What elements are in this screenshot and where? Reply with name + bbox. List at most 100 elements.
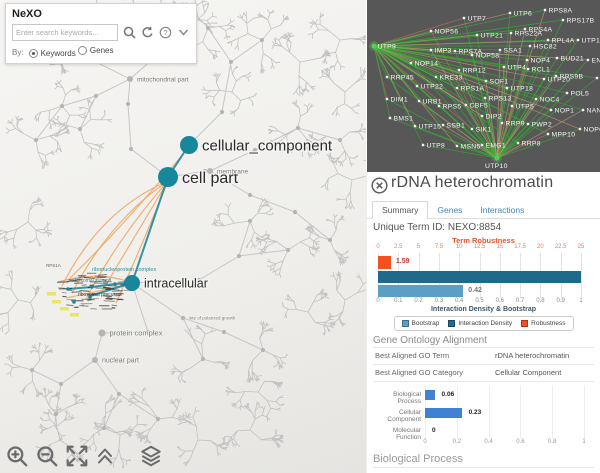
gene-subnetwork[interactable]: UTP9 UTP10 UTP7 RPS8A RPS17B UTP6 RPS4A NOP56 UT… <box>367 0 600 172</box>
gene-node-UTP8[interactable]: UTP8 <box>427 143 446 150</box>
gene-node-UTP21[interactable]: UTP21 <box>481 33 504 40</box>
gene-node-RPS13[interactable]: RPS13 <box>489 96 512 103</box>
network-node-cellular_component[interactable] <box>180 136 198 154</box>
gene-node-MSN5[interactable]: MSN5 <box>461 144 481 151</box>
divider <box>373 364 594 365</box>
gene-node-ENP1[interactable]: ENP1 <box>592 58 600 65</box>
radio-icon[interactable] <box>28 49 38 58</box>
gene-node-IMP3[interactable]: IMP3 <box>435 48 452 55</box>
network-node-label[interactable]: intracellular <box>143 275 210 292</box>
gene-node-NOP56[interactable]: NOP56 <box>435 29 459 36</box>
gene-node-NOP4[interactable]: NOP4 <box>531 58 551 65</box>
tick-label: 0.2 <box>414 298 423 304</box>
network-node-intracellular[interactable] <box>124 275 140 291</box>
gene-node-DIM1[interactable]: DIM1 <box>391 97 408 104</box>
tab-summary[interactable]: Summary <box>372 201 429 219</box>
gene-node-UTP5[interactable]: UTP5 <box>516 104 535 111</box>
tab-genes[interactable]: Genes <box>437 205 463 215</box>
network-node-label[interactable]: membrane <box>216 168 249 177</box>
gene-node-SOF1[interactable]: SOF1 <box>490 79 509 86</box>
help-button[interactable]: ? <box>158 26 172 40</box>
gene-node-RPS1A[interactable]: RPS1A <box>461 86 485 93</box>
network-node-label[interactable]: nuclear part <box>101 357 140 366</box>
gene-node-UTP20[interactable]: UTP20 <box>548 77 571 84</box>
fit-view-button[interactable] <box>64 442 91 469</box>
network-node-protein-complex[interactable] <box>98 329 106 337</box>
gene-node-UTP6[interactable]: UTP6 <box>514 11 533 18</box>
network-node-membrane[interactable] <box>207 168 213 174</box>
gene-node-BUD21[interactable]: BUD21 <box>561 56 584 63</box>
gene-node-NOP58[interactable]: NOP58 <box>476 53 500 60</box>
gene-node-NOP6[interactable]: NOP6 <box>584 127 600 134</box>
gene-node-SSB1[interactable]: SSB1 <box>447 123 466 130</box>
search-by-keywords[interactable]: Keywords <box>28 49 76 58</box>
term-title: rDNA heterochromatin <box>391 174 554 191</box>
go-chart-category: Cellular Component <box>387 409 421 423</box>
gene-node-SIK1[interactable]: SIK1 <box>476 127 492 134</box>
network-node-label[interactable]: protein complex <box>109 328 164 339</box>
radio-label: Genes <box>89 46 114 55</box>
gene-node-UTP4[interactable]: UTP4 <box>508 65 527 72</box>
gene-node-UTP15[interactable]: UTP15 <box>419 124 442 131</box>
tab-interactions[interactable]: Interactions <box>480 205 525 215</box>
network-node-label[interactable]: mitochondrial part <box>136 76 189 85</box>
network-node-label[interactable]: site of polarized growth <box>188 315 236 322</box>
collapse-nodes-button[interactable] <box>94 442 121 469</box>
gene-node-RPS17B[interactable]: RPS17B <box>567 18 595 25</box>
network-canvas[interactable]: ribonucleoprotein complex ribosomal subun… <box>0 0 366 473</box>
zoom-in-button[interactable] <box>4 442 31 469</box>
gene-node-RRP8[interactable]: RRP8 <box>522 141 541 148</box>
gene-subnetwork-panel[interactable]: UTP9 UTP10 UTP7 RPS8A RPS17B UTP6 RPS4A NOP56 UT… <box>366 0 600 172</box>
gene-node-DIP2[interactable]: DIP2 <box>486 114 502 121</box>
gene-node-RCL1[interactable]: RCL1 <box>532 67 551 74</box>
search-input[interactable] <box>12 24 118 41</box>
ontology-network[interactable]: ribonucleoprotein complex ribosomal subun… <box>0 0 366 473</box>
network-node-nuclear-part[interactable] <box>92 357 98 363</box>
gene-node-UTP10[interactable]: UTP10 <box>485 163 508 170</box>
gene-node-EMG1[interactable]: EMG1 <box>486 143 506 150</box>
close-details-button[interactable] <box>371 177 388 194</box>
gene-node-RPS22A[interactable]: RPS22A <box>515 31 543 38</box>
gene-node-UTP9[interactable]: UTP9 <box>378 44 397 51</box>
gene-node-UTP18[interactable]: UTP18 <box>511 86 534 93</box>
gene-node-UTP7[interactable]: UTP7 <box>468 16 487 23</box>
layers-button[interactable] <box>138 442 165 469</box>
network-node-site-of-polarized-growth[interactable] <box>181 316 185 320</box>
reset-button[interactable] <box>140 26 154 40</box>
gene-node-RPS4A[interactable]: RPS4A <box>529 27 553 34</box>
gridline <box>520 386 522 438</box>
gene-node-RPS9B[interactable]: RPS9B <box>560 74 584 81</box>
zoom-out-button[interactable] <box>34 442 61 469</box>
gene-node-KRE33[interactable]: KRE33 <box>440 75 463 82</box>
gene-node-NAN1[interactable]: NAN1 <box>587 108 600 115</box>
radio-icon[interactable] <box>77 46 87 55</box>
gene-node-RPS7A[interactable]: RPS7A <box>459 49 483 56</box>
gene-node-URB1[interactable]: URB1 <box>423 99 442 106</box>
network-node-label[interactable]: cellular_component <box>201 136 335 156</box>
gene-node-SSA1[interactable]: SSA1 <box>504 48 523 55</box>
gene-node-UTP13[interactable]: UTP13 <box>582 38 600 45</box>
network-node-cell-part[interactable] <box>158 167 178 187</box>
gene-node-RPS8A[interactable]: RPS8A <box>549 8 573 15</box>
gene-node-UTP22[interactable]: UTP22 <box>421 84 444 91</box>
gene-node-BMS1[interactable]: BMS1 <box>394 116 414 123</box>
collapse-panel-button[interactable] <box>176 26 190 40</box>
gene-node-NOC4[interactable]: NOC4 <box>540 97 560 104</box>
network-node-mitochondrial-part[interactable] <box>127 76 133 82</box>
network-node-label[interactable]: cell part <box>181 168 241 188</box>
gene-node-NOP1[interactable]: NOP1 <box>555 108 575 115</box>
gene-node-HSC82[interactable]: HSC82 <box>534 44 557 51</box>
search-button[interactable] <box>122 26 136 40</box>
gridline <box>552 386 554 438</box>
gene-node-MPP10[interactable]: MPP10 <box>552 132 576 139</box>
gene-node-RPS5[interactable]: RPS5 <box>443 104 462 111</box>
gene-node-CBF5[interactable]: CBF5 <box>470 103 489 110</box>
search-by-genes[interactable]: Genes <box>77 46 114 55</box>
gene-node-POL5[interactable]: POL5 <box>571 91 590 98</box>
gene-node-NOP14[interactable]: NOP14 <box>415 61 439 68</box>
gene-node-RRP45[interactable]: RRP45 <box>391 75 414 82</box>
gene-node-RRP12[interactable]: RRP12 <box>463 68 486 75</box>
gene-node-RPL4A[interactable]: RPL4A <box>552 38 575 45</box>
gene-node-PWP2[interactable]: PWP2 <box>532 122 552 129</box>
gene-node-RRP9[interactable]: RRP9 <box>506 121 525 128</box>
